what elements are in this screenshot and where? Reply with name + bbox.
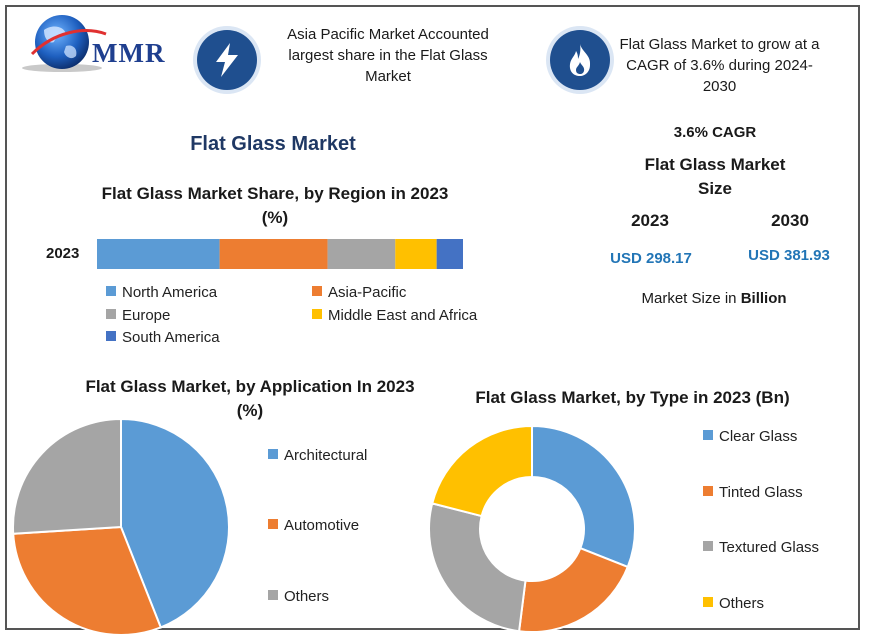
application-legend-automotive: Automotive <box>268 517 359 534</box>
flame-badge <box>550 30 610 90</box>
bar-segment-north-america <box>97 239 220 269</box>
logo-text: MMR <box>92 38 166 68</box>
type-chart-title: Flat Glass Market, by Type in 2023 (Bn) <box>475 388 790 407</box>
lightning-icon <box>216 43 238 77</box>
legend-label: Asia-Pacific <box>328 284 407 301</box>
main-title: Flat Glass Market <box>190 133 356 155</box>
legend-label: Automotive <box>284 517 360 534</box>
type-legend-others: Others <box>703 595 764 612</box>
application-slice-automotive <box>12 525 163 636</box>
application-pie <box>12 417 230 636</box>
type-legend-tinted-glass: Tinted Glass <box>703 484 803 501</box>
region-legend-europe: Europe <box>106 307 170 324</box>
application-legend-architectural: Architectural <box>268 447 367 464</box>
legend-swatch <box>703 541 713 551</box>
application-slice-others <box>12 417 122 535</box>
size-unit-note: Market Size in Billion <box>600 290 828 307</box>
legend-swatch <box>106 309 116 319</box>
flame-icon <box>569 44 591 76</box>
legend-swatch <box>268 590 278 600</box>
type-legend-clear-glass: Clear Glass <box>703 428 797 445</box>
type-slice-others <box>431 425 533 518</box>
application-legend-others: Others <box>268 588 329 605</box>
legend-swatch <box>703 430 713 440</box>
value-2030: USD 381.93 <box>748 247 830 264</box>
legend-swatch <box>312 286 322 296</box>
type-slice-textured-glass <box>428 502 527 633</box>
legend-label: Middle East and Africa <box>328 307 478 324</box>
legend-label: Clear Glass <box>719 428 798 445</box>
legend-label: Europe <box>122 307 171 324</box>
region-legend-asia-pacific: Asia-Pacific <box>312 284 406 301</box>
legend-swatch <box>106 286 116 296</box>
legend-label: North America <box>122 284 218 301</box>
legend-swatch <box>312 309 322 319</box>
value-2023: USD 298.17 <box>610 250 692 267</box>
bar-segment-south-america <box>436 239 463 269</box>
region-stacked-bar <box>97 239 463 269</box>
type-slice-clear-glass <box>531 425 636 569</box>
legend-label: South America <box>122 329 220 346</box>
cagr-label: 3.6% CAGR <box>673 124 757 141</box>
size-unit-prefix: Market Size in <box>641 290 741 307</box>
region-bar-category: 2023 <box>46 245 80 262</box>
legend-label: Textured Glass <box>719 539 820 556</box>
type-doughnut <box>428 425 636 633</box>
legend-swatch <box>703 486 713 496</box>
legend-swatch <box>106 331 116 341</box>
application-slice-architectural <box>120 417 230 629</box>
year-2023: 2023 <box>631 211 669 230</box>
lightning-badge <box>197 30 257 90</box>
region-legend-south-america: South America <box>106 329 220 346</box>
legend-swatch <box>703 597 713 607</box>
mmr-logo: MMR <box>14 12 179 74</box>
region-chart-title: Flat Glass Market Share, by Region in 20… <box>101 184 449 227</box>
region-legend-north-america: North America <box>106 284 217 301</box>
year-2030: 2030 <box>771 211 809 230</box>
header-info-2: Flat Glass Market to grow at a CAGR of 3… <box>619 36 820 95</box>
bar-segment-middle-east-and-africa <box>395 239 437 269</box>
legend-swatch <box>268 519 278 529</box>
type-slice-tinted-glass <box>517 546 630 633</box>
type-legend-textured-glass: Textured Glass <box>703 539 819 556</box>
region-legend-middle-east-and-africa: Middle East and Africa <box>312 307 477 324</box>
application-chart-title: Flat Glass Market, by Application In 202… <box>85 377 415 420</box>
bar-segment-europe <box>327 239 396 269</box>
legend-label: Tinted Glass <box>719 484 803 501</box>
size-unit-bold: Billion <box>740 290 787 307</box>
bar-segment-asia-pacific <box>219 239 328 269</box>
header-info-1: Asia Pacific Market Accounted largest sh… <box>287 26 489 85</box>
legend-label: Architectural <box>284 447 368 464</box>
size-title: Flat Glass Market Size <box>644 155 786 198</box>
legend-label: Others <box>284 588 330 605</box>
legend-label: Others <box>719 595 765 612</box>
legend-swatch <box>268 449 278 459</box>
